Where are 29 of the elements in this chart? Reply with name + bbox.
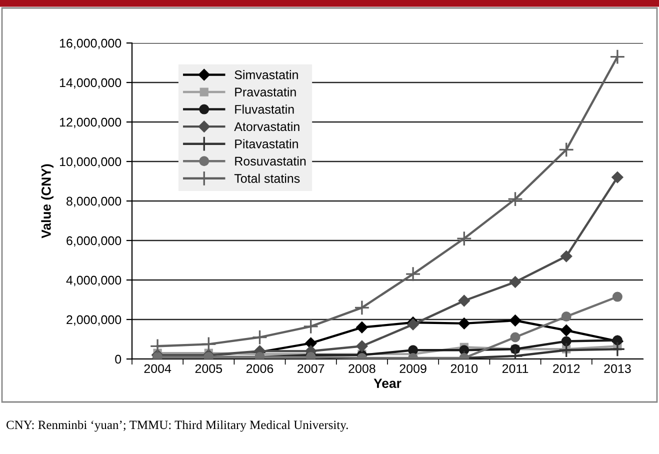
- y-tick-label: 0: [115, 354, 122, 364]
- y-tick-label: 14,000,000: [60, 78, 122, 89]
- y-tick-label: 10,000,000: [60, 157, 122, 168]
- legend-label: Pravastatin: [235, 87, 296, 97]
- legend-label: Total statins: [234, 174, 300, 183]
- legend-label: Rosuvastatin: [235, 156, 306, 166]
- legend-label: Simvastatin: [234, 70, 298, 80]
- x-tick-label: 2006: [246, 364, 274, 374]
- x-tick-label: 2005: [195, 364, 222, 374]
- x-tick-label: 2012: [553, 364, 580, 374]
- legend-label: Atorvastatin: [234, 122, 300, 132]
- y-tick-label: 16,000,000: [60, 38, 122, 50]
- x-tick-label: 2011: [502, 364, 528, 374]
- legend-label: Pitavastatin: [235, 139, 298, 148]
- x-tick-label: 2010: [450, 364, 478, 374]
- x-tick-label: 2013: [604, 364, 631, 374]
- y-tick-label: 4,000,000: [66, 276, 122, 286]
- x-tick-label: 2004: [144, 364, 172, 374]
- y-tick-label: 8,000,000: [66, 196, 122, 208]
- y-tick-label: 2,000,000: [66, 315, 122, 326]
- x-tick-label: 2009: [400, 364, 426, 374]
- y-tick-label: 12,000,000: [60, 118, 122, 128]
- text: CNY: Renminbi ‘yuan’; TMMU: Third Military Medical University.: [6, 420, 348, 432]
- y-tick-label: 6,000,000: [66, 236, 122, 247]
- y-axis-title: Value (CNY): [41, 164, 54, 238]
- x-tick-label: 2007: [298, 364, 324, 374]
- x-tick-label: 2008: [348, 364, 376, 374]
- x-axis-title: Year: [374, 378, 402, 388]
- legend-label: Fluvastatin: [235, 104, 294, 114]
